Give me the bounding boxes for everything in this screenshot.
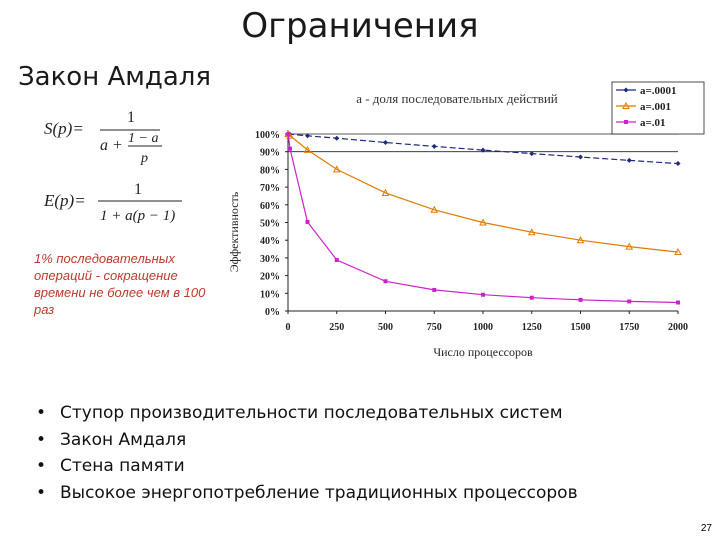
y-tick-label: 90% [260, 148, 280, 159]
y-tick-label: 50% [260, 219, 280, 230]
x-tick-label: 2000 [668, 322, 688, 333]
data-point [383, 139, 388, 145]
efficiency-lhs: E(p)= [43, 191, 86, 210]
y-tick-label: 80% [260, 165, 280, 176]
y-tick-label: 70% [260, 183, 280, 194]
series-line [287, 133, 679, 304]
data-point [334, 135, 340, 141]
x-tick-label: 0 [286, 322, 291, 333]
data-point [305, 219, 310, 224]
series-line [287, 133, 679, 253]
x-tick-label: 750 [427, 322, 442, 333]
data-point [527, 228, 536, 236]
x-tick-label: 250 [329, 322, 344, 333]
x-tick-label: 1750 [619, 322, 639, 333]
y-tick-label: 0% [265, 307, 280, 318]
x-tick-label: 500 [378, 322, 393, 333]
data-point [624, 120, 628, 124]
x-tick-label: 1250 [522, 322, 542, 333]
data-point [578, 154, 583, 160]
y-tick-label: 100% [255, 130, 280, 141]
data-point [431, 143, 437, 149]
x-tick-label: 1000 [473, 322, 493, 333]
data-point [625, 242, 634, 250]
bullet-list: Ступор производительности последовательн… [36, 400, 578, 506]
y-tick-label: 20% [260, 272, 280, 283]
data-point [332, 165, 341, 173]
data-point [303, 145, 312, 153]
chart-title: a - доля последовательных действий [356, 91, 558, 106]
data-point [676, 300, 680, 305]
slide-subtitle: Закон Амдаля [18, 62, 212, 92]
data-point [627, 299, 632, 304]
legend-label: a=.0001 [640, 85, 677, 97]
amdahl-formulas: S(p)= 1 a + 1 − a p E(p)= 1 1 + a(p − 1) [43, 109, 182, 224]
data-point [479, 218, 487, 226]
data-point [481, 292, 485, 297]
legend-label: a=.001 [640, 101, 671, 113]
page-number: 27 [700, 523, 712, 534]
data-point [622, 101, 630, 109]
speedup-inner-numerator: 1 − a [128, 131, 158, 146]
speedup-numerator: 1 [127, 109, 135, 126]
data-point [529, 295, 534, 300]
y-axis-label: Эффективность [227, 191, 241, 272]
bullet-item: Стена памяти [36, 453, 578, 480]
data-point [480, 147, 486, 153]
x-tick-label: 1500 [571, 322, 591, 333]
efficiency-numerator: 1 [134, 181, 142, 198]
chart-legend: a=.0001 a=.001 a=.01 [611, 81, 705, 135]
data-point [383, 279, 388, 284]
data-point [305, 133, 310, 139]
amdahl-note: 1% последовательных операций - сокращени… [34, 251, 206, 317]
data-point [432, 287, 437, 292]
y-tick-label: 30% [260, 254, 280, 265]
plot-area: 0% 10% 20% 30% 40% 50% 60% 70% 80% 90% 100% 0 250 500… [255, 129, 688, 333]
data-point [576, 236, 585, 244]
data-point [529, 151, 535, 157]
speedup-inner-denominator: p [140, 151, 148, 166]
data-point [287, 146, 292, 151]
data-point [674, 248, 682, 256]
data-point [430, 205, 439, 213]
data-point [675, 161, 681, 167]
speedup-lhs: S(p)= [44, 119, 84, 138]
slide-title: Ограничения [241, 6, 479, 46]
y-tick-label: 10% [260, 289, 280, 300]
data-point [626, 157, 632, 163]
data-point [286, 132, 291, 136]
data-point [381, 188, 390, 196]
bullet-item: Закон Амдаля [36, 427, 578, 454]
x-axis-label: Число процессоров [433, 345, 533, 359]
data-point [334, 258, 339, 263]
efficiency-denominator: 1 + a(p − 1) [100, 208, 175, 224]
efficiency-chart: a - доля последовательных действий Эффек… [227, 81, 705, 359]
bullet-item: Высокое энергопотребление традиционных п… [36, 480, 578, 507]
y-tick-label: 40% [260, 236, 280, 247]
speedup-denominator-a: a + [100, 137, 123, 154]
legend-label: a=.01 [640, 117, 666, 129]
data-point [623, 87, 629, 93]
y-tick-label: 60% [260, 201, 280, 212]
bullet-item: Ступор производительности последовательн… [36, 400, 578, 427]
data-point [578, 297, 583, 302]
